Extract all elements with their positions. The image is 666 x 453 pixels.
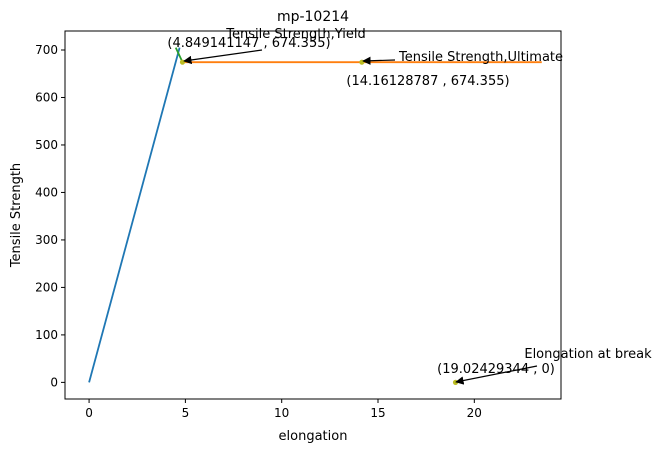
y-tick-label-6: 600: [35, 90, 58, 104]
annotation-yield-arrow: [183, 49, 263, 65]
x-axis-label: elongation: [279, 429, 348, 444]
annotation-ultimate-arrow: [362, 56, 396, 65]
y-tick-label-0: 0: [50, 375, 58, 389]
points-layer: [179, 59, 459, 385]
x-tick-label-4: 20: [467, 406, 482, 420]
annotation-break-coords: (19.02429344 , 0): [437, 362, 555, 377]
data-point-0: [179, 59, 186, 65]
annotation-break-label: Elongation at break: [524, 347, 652, 362]
plot-frame: [64, 30, 562, 400]
annotation-break-arrow: [455, 365, 538, 385]
series-line-1: [174, 47, 184, 63]
x-tick-label-2: 10: [274, 406, 289, 420]
y-tick-label-2: 200: [35, 280, 58, 294]
y-tick-label-5: 500: [35, 138, 58, 152]
data-point-2: [452, 379, 459, 385]
y-axis-label: Tensile Strength: [9, 163, 24, 268]
series-line-0: [88, 47, 181, 383]
x-tick-label-0: 0: [85, 406, 93, 420]
annotation-yield-label: Tensile Strength,Yield: [225, 27, 365, 42]
annotation-ultimate: Tensile Strength,Ultimate (14.16128787 ,…: [346, 50, 563, 89]
annotation-yield: Tensile Strength,Yield (4.849141147 , 67…: [167, 27, 366, 65]
x-axis-ticks: 0 5 10 15 20: [85, 399, 482, 420]
data-point-1: [359, 59, 365, 65]
y-tick-label-3: 300: [35, 233, 58, 247]
annotation-break: Elongation at break (19.02429344 , 0): [437, 347, 652, 385]
x-tick-label-3: 15: [370, 406, 385, 420]
y-tick-label-4: 400: [35, 185, 58, 199]
y-axis-ticks: 0 100 200 300 400 500 600 700: [35, 43, 65, 389]
x-tick-label-1: 5: [182, 406, 190, 420]
annotation-ultimate-label: Tensile Strength,Ultimate: [398, 50, 563, 65]
annotation-yield-coords: (4.849141147 , 674.355): [167, 36, 330, 51]
y-tick-label-1: 100: [35, 328, 58, 342]
y-tick-label-7: 700: [35, 43, 58, 57]
chart-title: mp-10214: [277, 9, 349, 25]
series-layer: [88, 47, 542, 383]
annotation-ultimate-coords: (14.16128787 , 674.355): [346, 74, 509, 89]
